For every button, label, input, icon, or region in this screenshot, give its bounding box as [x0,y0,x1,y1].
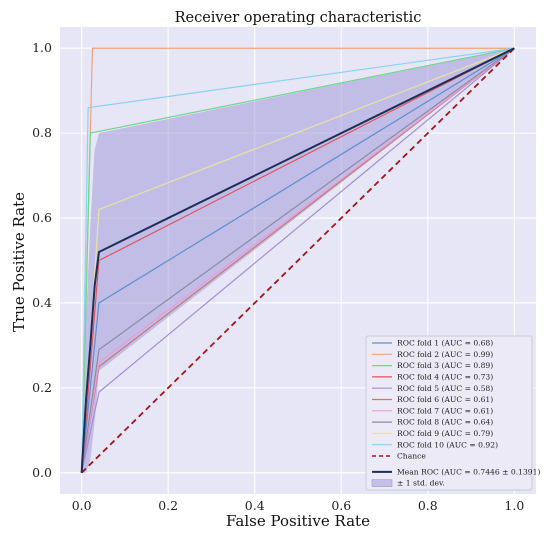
roc-fold-8-line [81,47,515,473]
roc-fold-10-line [81,47,515,473]
roc-fold-3-line [81,47,515,473]
y-tick-label: 1.0 [32,40,52,55]
x-tick-label: 0.2 [158,498,178,513]
legend-fold-7-label: ROC fold 7 (AUC = 0.61) [397,406,493,415]
std-dev-band [81,48,515,473]
std-band-layer [81,48,515,473]
series-layer [80,47,515,474]
x-tick-label: 0.4 [245,498,265,513]
y-axis-label: True Positive Rate [10,192,28,332]
legend-fold-10-label: ROC fold 10 (AUC = 0.92) [397,440,498,449]
x-tick-label: 0.0 [72,498,92,513]
roc-fold-1-line [81,47,515,473]
legend-std-band-swatch [371,479,393,487]
x-axis-label: False Positive Rate [226,512,370,530]
tick-labels: 0.0 0.2 0.4 0.6 0.8 1.0 0.0 0.2 0.4 0.6 0.8 1.0 [32,40,524,513]
roc-fold-4-line [81,47,515,473]
x-tick-label: 0.8 [418,498,438,513]
legend-chance-label: Chance [397,452,426,461]
y-tick-label: 0.4 [32,295,52,310]
legend-fold-2-label: ROC fold 2 (AUC = 0.99) [397,350,493,359]
legend-fold-6-label: ROC fold 6 (AUC = 0.61) [397,395,493,404]
y-tick-label: 0.2 [32,380,52,395]
x-tick-label: 0.6 [331,498,351,513]
legend-fold-8-label: ROC fold 8 (AUC = 0.64) [397,418,493,427]
y-tick-label: 0.6 [32,210,52,225]
mean-roc-line [80,47,515,473]
legend-box [365,335,533,491]
roc-fold-5-line [81,47,515,473]
y-tick-label: 0.8 [32,125,52,140]
legend-mean-label: Mean ROC (AUC = 0.7446 ± 0.1391) [397,467,540,476]
legend-fold-4-label: ROC fold 4 (AUC = 0.73) [397,373,493,382]
legend-std-band-label: ± 1 std. dev. [397,479,445,488]
legend-fold-3-label: ROC fold 3 (AUC = 0.89) [397,361,493,370]
chart-title: Receiver operating characteristic [175,10,422,26]
legend-fold-5-label: ROC fold 5 (AUC = 0.58) [397,384,493,393]
y-tick-label: 0.0 [32,465,52,480]
legend-fold-1-label: ROC fold 1 (AUC = 0.68) [397,339,493,348]
chance-line [81,47,515,474]
x-tick-label: 1.0 [504,498,524,513]
legend: ROC fold 1 (AUC = 0.68) ROC fold 2 (AUC =… [365,335,540,491]
legend-fold-9-label: ROC fold 9 (AUC = 0.79) [397,429,493,438]
